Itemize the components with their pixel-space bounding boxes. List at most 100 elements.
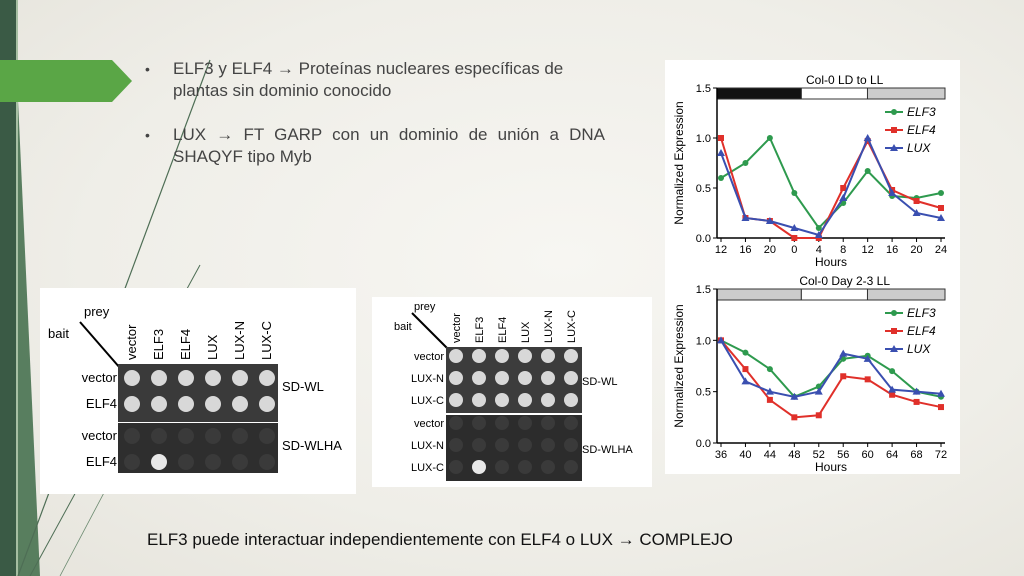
bullet-item: • LUX → FT GARP con un dominio de unión … xyxy=(145,124,605,168)
y2h-figure-left: prey bait vector ELF3 ELF4 LUX LUX-N LUX-C ve… xyxy=(48,304,342,473)
column-label: LUX-N xyxy=(543,310,555,343)
prey-label: prey xyxy=(84,304,110,319)
row-label: ELF4 xyxy=(86,396,117,411)
legend-marker xyxy=(891,109,897,115)
yeast-spot xyxy=(259,428,275,444)
data-point xyxy=(815,412,822,419)
data-point xyxy=(742,160,749,166)
media-label-bottom: SD-WLHA xyxy=(582,444,633,456)
plate-bottom xyxy=(446,415,582,481)
yeast-spot xyxy=(205,396,221,412)
bullet-item: • ELF3 y ELF4 → Proteínas nucleares espe… xyxy=(145,58,605,102)
x-tick-label: 20 xyxy=(764,244,776,256)
legend-marker xyxy=(891,127,897,133)
x-tick-label: 40 xyxy=(739,449,751,461)
y2h-panel-right: prey bait vector ELF3 ELF4 LUX LUX-N LUX-C ve… xyxy=(372,297,652,487)
yeast-spot xyxy=(541,416,555,430)
expression-charts: Col-0 LD to LL0.00.51.01.512 16 20 0 4 8 12 16 2… xyxy=(672,73,947,474)
data-point xyxy=(863,134,872,141)
yeast-spot xyxy=(541,349,555,363)
yeast-spot xyxy=(518,371,532,385)
legend-label: LUX xyxy=(907,141,931,155)
yeast-spot xyxy=(232,370,248,386)
yeast-spot xyxy=(449,371,463,385)
yeast-spot xyxy=(518,460,532,474)
data-point xyxy=(938,190,944,196)
x-tick-label: 52 xyxy=(813,449,825,461)
y-axis-label: Normalized Expression xyxy=(672,101,686,224)
yeast-spot xyxy=(495,438,509,452)
yeast-spot xyxy=(564,438,578,452)
yeast-spot xyxy=(449,349,463,363)
row-label: ELF4 xyxy=(86,454,117,469)
diagonal-divider xyxy=(79,321,121,369)
data-point xyxy=(766,135,773,141)
series-line-lux xyxy=(720,135,942,237)
data-point xyxy=(766,366,773,373)
y2h-panel-left: prey bait vector ELF3 ELF4 LUX LUX-N LUX-C ve… xyxy=(40,288,356,494)
data-point xyxy=(742,366,749,373)
column-label: LUX-C xyxy=(259,321,274,360)
yeast-spot xyxy=(124,454,140,470)
data-point xyxy=(791,235,798,241)
yeast-spot xyxy=(124,428,140,444)
y-tick-label: 0.0 xyxy=(696,438,711,450)
column-label: LUX-C xyxy=(566,310,578,343)
yeast-spot xyxy=(495,416,509,430)
bullet-dot: • xyxy=(145,61,150,77)
yeast-spot xyxy=(495,349,509,363)
data-point xyxy=(814,231,823,238)
data-point xyxy=(840,373,847,380)
yeast-spot xyxy=(541,371,555,385)
yeast-spot xyxy=(259,396,275,412)
y-axis-label: Normalized Expression xyxy=(672,304,686,427)
light-condition-bar xyxy=(716,288,802,301)
light-condition-bar xyxy=(716,87,802,100)
data-point xyxy=(718,135,724,141)
yeast-spot xyxy=(151,370,167,386)
yeast-spot xyxy=(449,393,463,407)
data-point xyxy=(814,387,823,395)
data-point xyxy=(791,190,798,196)
data-point xyxy=(937,389,945,397)
x-tick-label: 72 xyxy=(935,449,947,461)
y-tick-label: 1.5 xyxy=(696,83,711,95)
column-label: ELF4 xyxy=(497,317,509,343)
row-label: LUX-C xyxy=(411,462,444,474)
y-tick-label: 0.5 xyxy=(696,183,711,195)
data-point xyxy=(839,194,848,201)
row-label: LUX-N xyxy=(411,373,444,385)
series-line-lux xyxy=(720,339,942,398)
legend-marker xyxy=(891,310,897,316)
yeast-spot xyxy=(472,393,486,407)
bullet-text: LUX → FT GARP con un dominio de unión a … xyxy=(173,125,605,166)
data-point xyxy=(863,354,872,362)
yeast-spot xyxy=(518,349,532,363)
yeast-spot xyxy=(232,428,248,444)
x-tick-label: 12 xyxy=(862,244,874,256)
column-label: ELF3 xyxy=(474,317,486,343)
legend-label: ELF3 xyxy=(907,306,936,320)
plate-top xyxy=(446,347,582,413)
bullet-text: ELF3 y ELF4 → Proteínas nucleares especí… xyxy=(173,59,564,100)
light-condition-bar xyxy=(800,288,868,301)
yeast-spot xyxy=(564,416,578,430)
x-tick-label: 60 xyxy=(862,449,874,461)
legend-label: ELF4 xyxy=(907,123,936,137)
legend-label: ELF3 xyxy=(907,105,936,119)
plate-bottom xyxy=(118,423,278,473)
data-point xyxy=(791,414,798,421)
light-condition-bar xyxy=(866,87,946,100)
light-condition-bar xyxy=(800,87,868,100)
yeast-spot xyxy=(205,428,221,444)
data-point xyxy=(741,377,750,385)
data-point xyxy=(839,349,848,357)
data-point xyxy=(938,404,944,411)
x-tick-label: 8 xyxy=(840,244,846,256)
data-point xyxy=(790,224,799,231)
x-tick-label: 12 xyxy=(715,244,727,256)
data-point xyxy=(888,189,897,196)
yeast-spot xyxy=(449,416,463,430)
yeast-spot xyxy=(541,393,555,407)
yeast-spot xyxy=(518,438,532,452)
